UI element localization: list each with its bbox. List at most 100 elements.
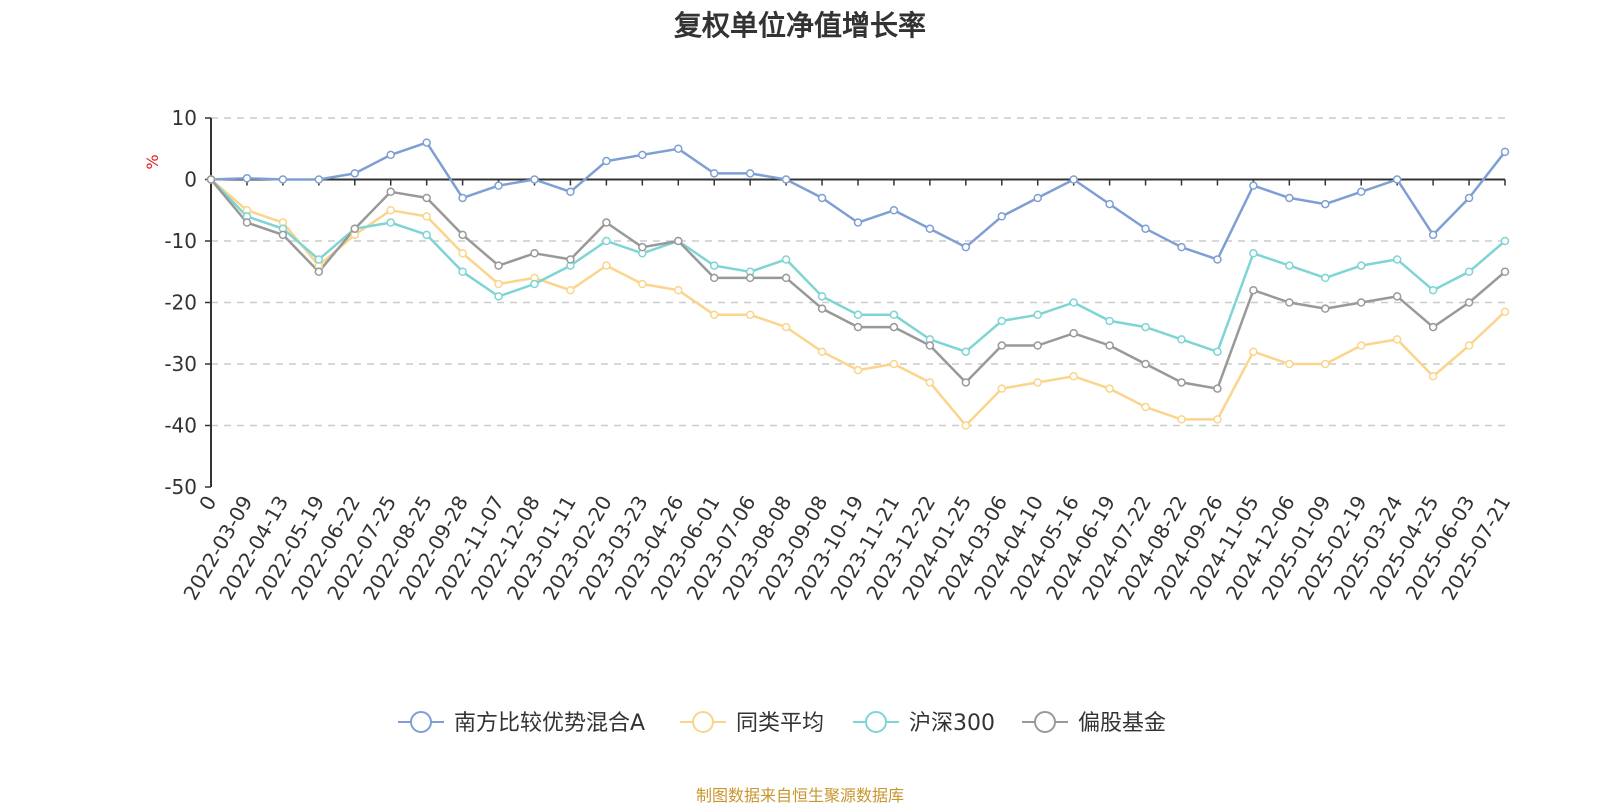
data-point <box>494 181 503 190</box>
data-point <box>1500 147 1510 157</box>
data-point <box>853 322 863 332</box>
legend-item[interactable]: 沪深300 <box>853 711 995 736</box>
data-point <box>242 174 252 183</box>
data-point <box>350 224 360 233</box>
data-point <box>1321 199 1330 209</box>
data-point <box>1321 273 1330 283</box>
y-tick-label: -50 <box>164 475 197 499</box>
data-point <box>709 169 719 178</box>
data-point <box>925 224 935 233</box>
data-point <box>817 193 827 203</box>
data-point <box>1069 298 1078 307</box>
data-point <box>1428 230 1438 240</box>
data-point <box>494 261 503 270</box>
data-point <box>925 341 935 350</box>
data-point <box>925 378 935 387</box>
y-axis-unit: % <box>143 154 162 169</box>
data-point <box>1141 322 1150 332</box>
data-point <box>1285 359 1294 369</box>
data-point <box>1069 372 1078 381</box>
legend-item[interactable]: 南方比较优势混合A <box>398 711 645 736</box>
data-point <box>1141 224 1150 233</box>
data-point <box>1033 310 1042 320</box>
data-point <box>314 255 324 264</box>
data-point <box>817 292 827 301</box>
data-point <box>458 267 467 276</box>
y-tick-label: 0 <box>184 168 197 192</box>
legend-label: 偏股基金 <box>1078 711 1166 736</box>
legend-item[interactable]: 偏股基金 <box>1022 711 1166 736</box>
data-point <box>422 212 431 221</box>
data-point <box>638 150 647 160</box>
data-point <box>1285 261 1294 270</box>
data-point <box>889 310 899 320</box>
data-point <box>889 206 899 215</box>
data-point <box>889 322 899 332</box>
y-tick-label: -30 <box>164 352 197 376</box>
data-point <box>386 218 395 227</box>
series-line-0 <box>210 141 1506 261</box>
data-point <box>961 242 971 252</box>
data-point <box>1069 329 1078 338</box>
data-point <box>997 212 1007 221</box>
data-point <box>1213 255 1222 264</box>
y-tick-labels: 10 0 -10 -20 -30 -40 -50 <box>164 106 197 499</box>
data-point <box>1105 199 1114 209</box>
data-point <box>602 261 611 270</box>
y-tick-label: -40 <box>164 414 197 438</box>
data-point <box>602 236 611 246</box>
data-point <box>1500 267 1510 276</box>
data-point <box>278 230 288 240</box>
data-point <box>1105 341 1114 350</box>
data-point <box>1141 402 1150 412</box>
data-point <box>386 187 395 197</box>
data-point <box>458 230 467 240</box>
legend-item[interactable]: 同类平均 <box>680 711 824 736</box>
data-point <box>1464 298 1474 307</box>
data-point <box>1213 415 1222 424</box>
source-note: 制图数据来自恒生聚源数据库 <box>695 786 904 805</box>
legend: 南方比较优势混合A 同类平均 沪深300 偏股基金 <box>398 711 1166 736</box>
data-point <box>1177 415 1186 424</box>
x-tick-label: 0 <box>194 492 221 515</box>
data-point <box>494 279 503 289</box>
data-point <box>1249 249 1258 258</box>
series-lines <box>206 138 1510 430</box>
data-point <box>314 175 324 184</box>
data-point <box>1285 193 1294 203</box>
data-point <box>1249 181 1258 190</box>
data-point <box>1356 261 1366 270</box>
data-point <box>602 218 611 227</box>
legend-label: 同类平均 <box>736 711 824 736</box>
data-point <box>1177 378 1186 387</box>
data-point <box>278 175 288 184</box>
data-point <box>781 255 791 264</box>
data-point <box>530 279 539 289</box>
series-line-1 <box>210 178 1506 427</box>
data-point <box>314 267 324 276</box>
data-point <box>386 150 395 160</box>
data-point <box>1392 255 1402 264</box>
data-point <box>566 285 575 295</box>
data-point <box>566 255 575 264</box>
data-point <box>853 365 863 375</box>
data-point <box>1249 347 1258 356</box>
data-point <box>1356 341 1366 350</box>
data-point <box>997 316 1007 326</box>
data-point <box>674 144 683 153</box>
data-point <box>709 261 719 270</box>
legend-label: 沪深300 <box>909 711 995 736</box>
data-point <box>781 175 791 184</box>
data-point <box>494 292 503 301</box>
data-point <box>997 341 1007 350</box>
data-point <box>781 273 791 283</box>
legend-marker-icon <box>692 711 714 733</box>
data-point <box>530 175 539 184</box>
data-point <box>745 310 755 320</box>
data-point <box>853 218 863 227</box>
data-point <box>961 378 971 387</box>
data-point <box>206 175 216 184</box>
chart-title: 复权单位净值增长率 <box>673 9 926 42</box>
data-point <box>1033 193 1042 203</box>
data-point <box>458 249 467 258</box>
